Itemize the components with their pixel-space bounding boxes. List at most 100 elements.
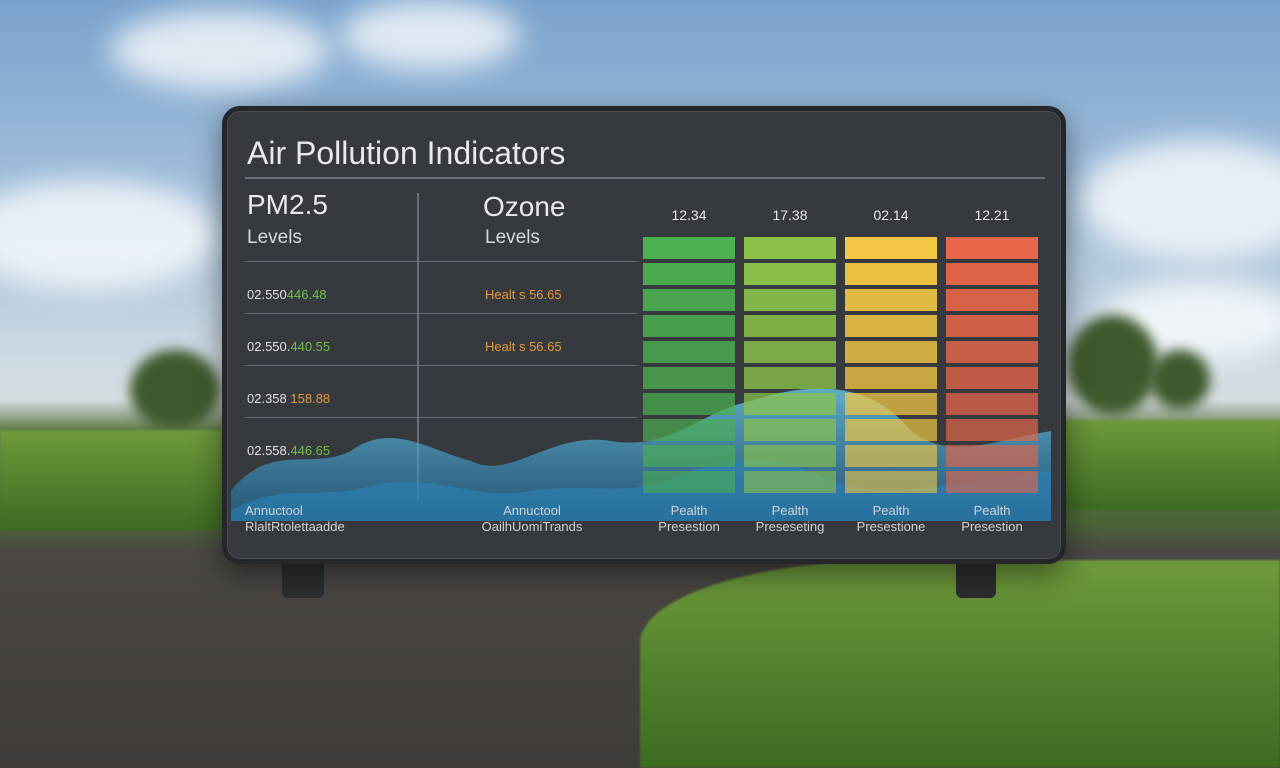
column-footer-line1: Pealth (771, 503, 809, 518)
level-bar-segment (845, 315, 937, 337)
level-bar-segment (643, 367, 735, 389)
column-footer: Pealth Presestion (946, 503, 1038, 535)
row-divider (245, 365, 637, 366)
pm-footer-line1: Annuctool (245, 503, 303, 518)
title-divider (245, 177, 1045, 179)
level-bar-segment (643, 237, 735, 259)
level-bar-segment (744, 263, 836, 285)
column-value: 02.14 (873, 207, 909, 223)
pm-row: 02.550446.48 (247, 287, 327, 302)
level-bar-segment (845, 289, 937, 311)
column-value: 12.34 (671, 207, 707, 223)
column-value: 17.38 (772, 207, 808, 223)
cloud (110, 10, 330, 90)
row-divider (245, 313, 637, 314)
pm-row-a: 02.550 (247, 287, 287, 302)
level-bar-segment (744, 419, 836, 441)
pm-row-a: 02.558. (247, 443, 291, 458)
level-bar-segment (845, 367, 937, 389)
pm-row-a: 02.550. (247, 339, 291, 354)
pm-row: 02.550.440.55 (247, 339, 330, 354)
level-bar-segment (744, 237, 836, 259)
ozone-footer-line1: Annuctool (503, 503, 561, 518)
level-bar-segment (744, 367, 836, 389)
pm-row: 02.558.446.65 (247, 443, 330, 458)
tree (1150, 350, 1210, 410)
level-bar-segment (845, 263, 937, 285)
column-footer-line1: Pealth (670, 503, 708, 518)
column-footer-line1: Pealth (973, 503, 1011, 518)
pm-row-b: 158.88 (290, 391, 331, 406)
ozone-subtitle: Levels (485, 227, 540, 248)
column-footer-line2: Presestion (658, 519, 720, 534)
grass (1056, 420, 1280, 510)
level-bar-segment (744, 393, 836, 415)
ozone-row: Healt s 56.65 (485, 287, 562, 302)
level-bar-segment (744, 445, 836, 467)
info-board: Air Pollution Indicators PM2.5 Levels Oz… (222, 106, 1066, 564)
level-bar-segment (946, 237, 1038, 259)
level-bar-segment (946, 445, 1038, 467)
pm-subtitle: Levels (247, 227, 302, 248)
pm-row-b: 446.65 (290, 443, 331, 458)
row-divider (245, 261, 637, 262)
level-bar-segment (946, 419, 1038, 441)
cloud (1080, 140, 1280, 260)
board-title: Air Pollution Indicators (247, 135, 566, 171)
pm-row-a: 02.358 (247, 391, 287, 406)
column-footer-line1: Pealth (872, 503, 910, 518)
level-bar-segment (946, 263, 1038, 285)
level-bar (744, 237, 836, 495)
row-divider (245, 417, 637, 418)
level-bar-segment (946, 341, 1038, 363)
column-footer: Pealth Presestion (643, 503, 735, 535)
level-bar-segment (744, 471, 836, 493)
level-bar-segment (643, 445, 735, 467)
level-bar-segment (946, 471, 1038, 493)
level-bar-segment (946, 393, 1038, 415)
level-bar-segment (744, 315, 836, 337)
column-footer-line2: Preseseting (755, 519, 825, 534)
pm-footer: Annuctool RlaltRtolettaadde (245, 503, 375, 535)
level-bar (946, 237, 1038, 495)
pm-row: 02.358 158.88 (247, 391, 330, 406)
level-bar-segment (643, 419, 735, 441)
level-bar-segment (643, 393, 735, 415)
column-footer: Pealth Presestione (845, 503, 937, 535)
ozone-title: Ozone (483, 191, 566, 222)
ozone-footer: Annuctool OailhUomiTrands (467, 503, 597, 535)
pm-row-b: 440.55 (290, 339, 331, 354)
level-bar-segment (744, 341, 836, 363)
level-bar (845, 237, 937, 495)
column-footer-line2: Presestion (961, 519, 1023, 534)
column-footer-line2: Presestione (856, 519, 926, 534)
ozone-footer-line2: OailhUomiTrands (481, 519, 583, 534)
column-value: 12.21 (974, 207, 1010, 223)
pm-title: PM2.5 (247, 189, 328, 220)
level-bar-segment (946, 367, 1038, 389)
tree (1068, 315, 1158, 415)
level-bar-segment (845, 341, 937, 363)
ozone-row: Healt s 56.65 (485, 339, 562, 354)
cloud (0, 180, 220, 290)
column-divider (417, 193, 419, 499)
level-bar-segment (845, 419, 937, 441)
level-bar-segment (643, 341, 735, 363)
level-bar-segment (643, 263, 735, 285)
grass (0, 430, 222, 530)
level-bar-segment (643, 289, 735, 311)
level-bar-segment (643, 471, 735, 493)
pm-footer-line2: RlaltRtolettaadde (245, 519, 345, 534)
level-bar-segment (643, 315, 735, 337)
level-bar (643, 237, 735, 495)
level-bar-segment (946, 289, 1038, 311)
level-bar-segment (845, 393, 937, 415)
cloud (340, 0, 520, 70)
column-footer: Pealth Preseseting (744, 503, 836, 535)
level-bar-segment (946, 315, 1038, 337)
tree (130, 350, 220, 430)
level-bar-segment (845, 237, 937, 259)
level-bar-segment (744, 289, 836, 311)
pm-row-b: 446.48 (286, 287, 327, 302)
level-bar-segment (845, 445, 937, 467)
